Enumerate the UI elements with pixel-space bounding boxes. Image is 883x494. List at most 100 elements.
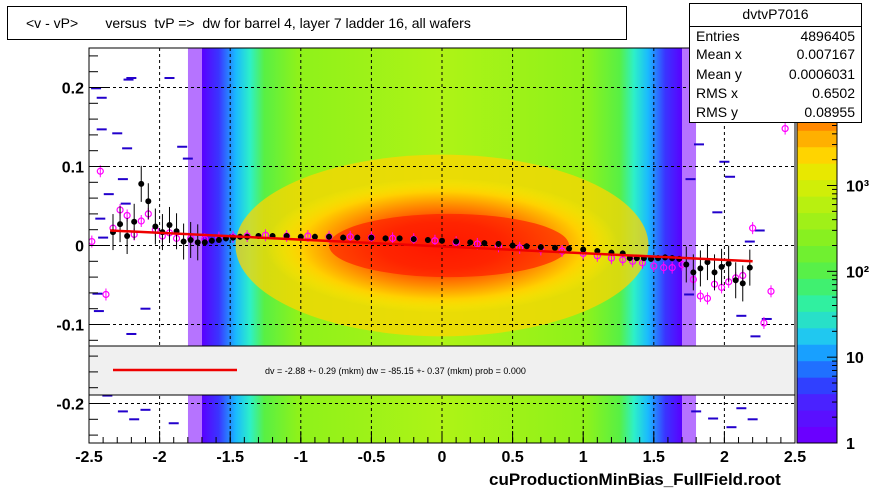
profile-black-point [580, 246, 587, 253]
outlier-cell [112, 132, 123, 135]
y-tick-label: 0.1 [62, 160, 84, 177]
stats-value: 0.08955 [804, 104, 855, 120]
profile-magenta-point [767, 287, 775, 295]
chart-title: <v - vP> versus tvP => dw for barrel 4, … [26, 15, 471, 31]
outlier-cell [182, 157, 193, 160]
outlier-cell [91, 87, 102, 90]
stats-divider [690, 26, 861, 27]
palette-cell [797, 278, 837, 296]
palette-tick-label: 10² [846, 264, 869, 281]
outlier-cell [93, 310, 104, 313]
profile-black-point [187, 236, 194, 243]
profile-black-point [131, 218, 138, 225]
profile-black-point [495, 240, 502, 247]
stats-box: dvtvP7016 Entries 4896405 Mean x 0.00716… [689, 3, 862, 123]
outlier-cell [736, 314, 747, 317]
profile-black-point [194, 239, 201, 246]
outlier-cell [126, 77, 137, 80]
profile-black-point [368, 234, 375, 241]
outlier-cell [712, 211, 723, 214]
outlier-cell [693, 143, 704, 146]
profile-magenta-point [619, 256, 627, 264]
profile-magenta-point [781, 124, 789, 133]
outlier-cell [726, 426, 737, 429]
palette-cell [797, 360, 837, 378]
profile-black-point [467, 239, 474, 246]
outlier-cell [744, 240, 755, 243]
outlier-cell [96, 128, 107, 131]
stats-value: 0.007167 [796, 46, 855, 62]
profile-magenta-point [388, 234, 397, 242]
stats-row: Entries 4896405 [696, 28, 855, 46]
outlier-cell [177, 145, 188, 148]
x-tick-label: 1.5 [643, 449, 665, 466]
outlier-cell [117, 178, 128, 181]
stats-row: RMS y 0.08955 [696, 104, 855, 122]
palette-cell [797, 344, 837, 362]
profile-magenta-point [703, 294, 712, 303]
outlier-cell [117, 410, 128, 413]
outlier-cell [140, 408, 151, 411]
profile-magenta-point [650, 262, 658, 270]
palette-cell [797, 377, 837, 395]
palette-cell [797, 294, 837, 312]
palette-cell [797, 179, 837, 197]
profile-black-point [739, 280, 746, 287]
profile-magenta-point [102, 290, 110, 299]
outlier-cell [725, 175, 736, 178]
x-tick-label: 0.5 [501, 449, 523, 466]
stats-label: RMS x [696, 85, 738, 101]
palette-cell [797, 393, 837, 411]
profile-black-point [396, 235, 403, 242]
outlier-cell [126, 332, 137, 335]
stats-value: 0.0006031 [788, 66, 855, 82]
profile-magenta-point [760, 319, 768, 327]
profile-black-point [117, 221, 124, 228]
profile-black-point [152, 223, 159, 230]
profile-black-point [718, 263, 725, 270]
outlier-cell [98, 236, 109, 239]
profile-black-point [208, 237, 215, 244]
profile-black-point [326, 233, 333, 240]
stats-label: RMS y [696, 104, 738, 120]
stats-row: Mean y 0.0006031 [696, 66, 855, 84]
palette-cell [797, 163, 837, 181]
palette-tick-label: 10 [846, 350, 864, 367]
outlier-cell [95, 217, 106, 220]
palette-cell [797, 212, 837, 230]
profile-black-point [180, 238, 187, 245]
profile-magenta-point [137, 217, 145, 225]
fit-legend-text: dv = -2.88 +- 0.29 (mkm) dw = -85.15 +- … [265, 366, 526, 376]
profile-black-point [746, 264, 753, 271]
palette-cell [797, 196, 837, 214]
outlier-cell [122, 147, 133, 150]
profile-black-point [704, 259, 711, 266]
y-tick-label: -0.1 [56, 318, 84, 335]
heatmap-fringe-left [187, 48, 202, 443]
outlier-cell [719, 160, 730, 163]
profile-black-point [145, 198, 152, 205]
outlier-cell [102, 394, 113, 397]
profile-black-point [453, 238, 460, 245]
profile-black-point [725, 260, 732, 267]
file-name-label: cuProductionMinBias_FullField.root [489, 470, 781, 489]
chart-title-box: <v - vP> versus tvP => dw for barrel 4, … [7, 6, 627, 40]
palette-cell [797, 130, 837, 148]
stats-label: Mean y [696, 66, 742, 82]
outlier-cell [708, 417, 719, 420]
profile-magenta-point [749, 224, 757, 232]
outlier-cell [129, 418, 140, 421]
profile-black-point [382, 235, 389, 242]
profile-black-point [697, 265, 704, 272]
x-tick-label: -2 [152, 449, 166, 466]
stats-value: 0.6502 [812, 85, 855, 101]
outlier-cell [761, 317, 772, 320]
x-tick-label: -1.5 [216, 449, 244, 466]
profile-black-point [340, 234, 347, 241]
outlier-cell [123, 78, 134, 81]
profile-black-point [354, 234, 361, 241]
profile-black-point [551, 244, 558, 251]
outlier-cell [103, 193, 114, 196]
outlier-cell [96, 96, 107, 99]
